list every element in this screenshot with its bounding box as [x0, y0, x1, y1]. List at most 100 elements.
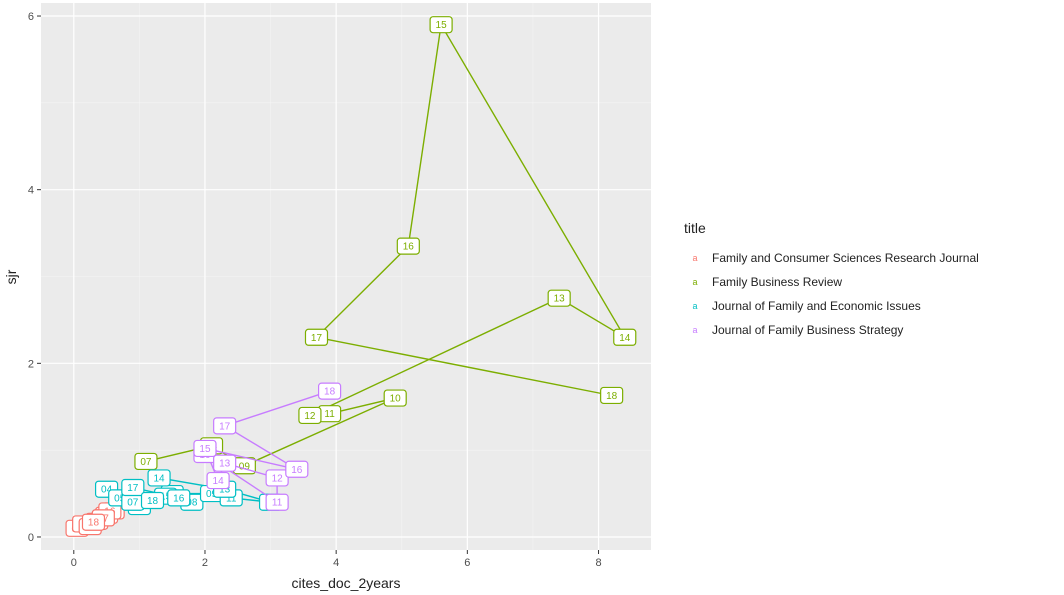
point-label-text: 14	[213, 476, 225, 487]
point-label: 14	[206, 471, 230, 490]
x-tick-label: 2	[202, 557, 208, 569]
point-label-box	[121, 478, 145, 497]
point-label-box	[396, 237, 420, 255]
x-tick-label: 0	[71, 557, 77, 569]
y-tick-label: 4	[28, 185, 34, 197]
point-label-box	[298, 406, 322, 425]
y-tick-label: 2	[28, 358, 34, 370]
legend-title: title	[684, 220, 706, 236]
point-label: 17	[304, 328, 329, 346]
point-label: 16	[396, 237, 420, 255]
point-label: 17	[121, 478, 145, 497]
point-label: 14	[613, 328, 637, 346]
point-label-text: 09	[206, 489, 218, 500]
point-label-text: 17	[311, 333, 323, 344]
point-label-text: 16	[403, 242, 415, 253]
point-label-text: 18	[606, 391, 618, 402]
point-label-box	[167, 489, 191, 507]
point-label-text: 07	[140, 457, 152, 468]
series-group: 070809101112131415161718	[134, 16, 637, 475]
grid-minor	[41, 3, 651, 550]
point-label-text: 17	[219, 421, 231, 432]
x-tick-label: 8	[595, 557, 601, 569]
point-label-text: 14	[619, 333, 631, 344]
point-label: 18	[81, 513, 106, 531]
y-axis-title: sjr	[3, 269, 19, 284]
point-label-text: 13	[219, 485, 231, 496]
point-label-text: 13	[219, 459, 231, 470]
legend-key-glyph: a	[692, 253, 698, 263]
legend-item: a Journal of Family Business Strategy	[684, 318, 979, 342]
axes-layer: 0 2 4 6 8 0 2 4 6	[28, 11, 602, 569]
point-label: 12	[265, 469, 289, 487]
point-label-text: 08	[186, 498, 198, 509]
point-label: 13	[213, 454, 237, 472]
point-label: 17	[213, 417, 237, 435]
point-label-text: 14	[154, 473, 166, 484]
x-tick-label: 4	[333, 557, 339, 569]
point-label: 18	[140, 491, 165, 510]
legend-label: Journal of Family and Economic Issues	[712, 299, 921, 313]
point-label-box	[140, 491, 165, 510]
point-label-text: 11	[226, 493, 237, 504]
legend-key-glyph: a	[692, 277, 698, 287]
point-label-box	[613, 328, 637, 346]
point-label-text: 15	[199, 444, 211, 455]
point-label-text: 07	[127, 498, 139, 509]
series-group: 040506070809101112131415161718	[94, 469, 283, 516]
legend-label: Journal of Family Business Strategy	[712, 323, 904, 337]
legend: title a Family and Consumer Sciences Res…	[684, 220, 979, 342]
point-label-text: 15	[436, 20, 448, 31]
point-label-box	[81, 513, 106, 531]
point-label-box	[547, 289, 571, 307]
point-label: 12	[298, 406, 322, 425]
point-label-text: 17	[127, 483, 139, 494]
point-label-box	[193, 439, 217, 458]
point-label-box	[147, 469, 171, 487]
point-label-box	[265, 493, 289, 511]
x-tick-label: 6	[464, 557, 470, 569]
point-label-box	[304, 328, 329, 346]
legend-key-glyph: a	[692, 325, 698, 335]
grid-major	[41, 3, 651, 550]
point-label: 07	[121, 493, 145, 511]
legend-item: a Family and Consumer Sciences Research …	[684, 246, 978, 270]
point-label-box	[213, 417, 237, 435]
point-label: 15	[193, 439, 217, 458]
point-label-text: 11	[272, 498, 283, 509]
point-label: 11	[318, 405, 342, 423]
point-label-text: 18	[324, 387, 336, 398]
legend-item: a Family Business Review	[684, 270, 979, 294]
point-label-text: 13	[554, 294, 566, 305]
point-label-box	[600, 386, 624, 405]
point-label-text: 04	[101, 485, 113, 496]
point-label-text: 12	[272, 473, 284, 484]
point-label-box	[265, 469, 289, 487]
point-label: 10	[383, 389, 407, 407]
point-label: 16	[167, 489, 191, 507]
point-label: 18	[318, 382, 342, 400]
legend-key-glyph: a	[692, 301, 698, 311]
point-label-text: 09	[239, 461, 251, 472]
point-label-text: 10	[390, 394, 402, 405]
point-label-text: 11	[324, 409, 335, 420]
point-label-box	[213, 454, 237, 472]
point-label-text: 18	[147, 496, 159, 507]
point-label-box	[134, 452, 158, 471]
point-label-text: 16	[173, 493, 185, 504]
point-label: 11	[265, 493, 289, 511]
point-label-text: 16	[291, 465, 303, 476]
point-label: 16	[285, 460, 309, 478]
point-label-box	[383, 389, 407, 407]
series-layer: 0910111213141516171807080910111213141516…	[65, 16, 637, 537]
point-label-box	[318, 382, 342, 400]
point-label-text: 12	[304, 411, 316, 422]
point-label-box	[285, 460, 309, 478]
point-label-box	[206, 471, 230, 490]
y-tick-label: 6	[28, 11, 34, 23]
point-label-box	[429, 16, 453, 34]
legend-item: a Journal of Family and Economic Issues	[684, 294, 979, 318]
